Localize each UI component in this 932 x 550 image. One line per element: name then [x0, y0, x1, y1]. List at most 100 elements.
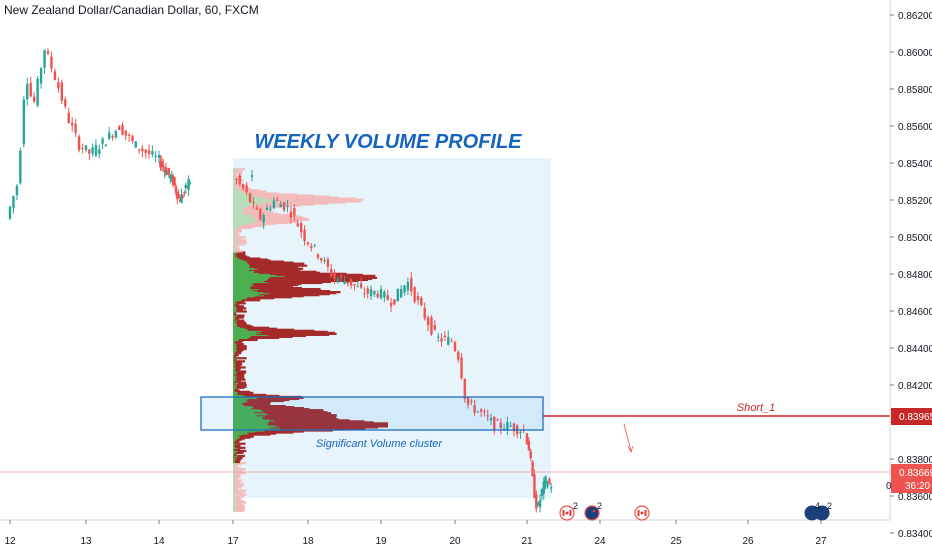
candle-body: [248, 193, 252, 203]
candle-body: [64, 99, 67, 107]
candle-body: [282, 202, 286, 211]
candle-body: [176, 191, 179, 200]
canada-flag-event-icon-2[interactable]: [634, 505, 650, 521]
down-arrow-icon: [623, 423, 634, 454]
volume-profile-bar-down: [235, 341, 242, 345]
candle-body: [19, 150, 22, 184]
volume-profile-bar-down: [236, 385, 247, 388]
candle-body: [529, 451, 532, 459]
volume-profile-bar-down: [234, 389, 240, 392]
candle-body: [473, 405, 476, 413]
countdown-prefix: 0: [886, 481, 892, 492]
candle-body: [50, 56, 53, 69]
candle-body: [403, 285, 406, 293]
candle-body: [463, 378, 467, 399]
time-axis[interactable]: 12 13 14 17 18 19 20 21 24 25 26 27: [4, 520, 827, 547]
candle-body: [131, 136, 134, 142]
price-tick-label: 0.85200: [898, 196, 932, 207]
volume-profile-bar-down: [235, 486, 242, 489]
candle-body: [540, 489, 544, 496]
candle-body: [250, 175, 254, 177]
volume-profile-bar-down: [236, 495, 244, 498]
candle-body: [32, 96, 36, 102]
canada-flag-event-icon[interactable]: 2: [559, 501, 578, 521]
candle-body: [183, 191, 186, 193]
candle-body: [536, 502, 540, 506]
candle-body: [36, 78, 39, 106]
candle-body: [433, 325, 437, 330]
candle-body: [124, 130, 128, 136]
newzealand-flag-event-icon[interactable]: 2: [584, 501, 602, 521]
volume-profile-bar-down: [236, 456, 243, 460]
candle-body: [413, 287, 416, 302]
candle-body: [493, 416, 496, 431]
cluster-label: Significant Volume cluster: [316, 438, 443, 450]
candle-body: [265, 207, 269, 210]
candle-body: [60, 82, 64, 101]
candle-body: [180, 194, 183, 203]
volume-profile-bar-down: [235, 467, 242, 470]
volume-profile-bar-down: [235, 239, 247, 242]
volume-profile-bar-down: [236, 171, 243, 175]
candle-body: [98, 149, 101, 154]
candle-body: [279, 203, 282, 208]
order-price-tag: 0.83965: [891, 408, 932, 425]
candle-body: [386, 295, 389, 300]
candle-body: [393, 299, 396, 305]
candle-body: [330, 269, 333, 277]
candle-body: [466, 397, 470, 405]
volume-profile-bar-down: [235, 352, 242, 355]
candle-body: [53, 71, 57, 80]
volume-profile-bar-down: [243, 393, 267, 397]
order-price-label: 0.83965: [899, 412, 932, 423]
candle-body: [326, 259, 330, 267]
candle-body: [423, 307, 426, 319]
price-axis[interactable]: 0.86200 0.86000 0.85800 0.85600 0.85400 0.852…: [890, 11, 932, 540]
candle-body: [171, 175, 175, 186]
candle-body: [447, 336, 450, 345]
candle-body: [154, 156, 157, 158]
candle-body: [379, 289, 383, 299]
candle-body: [426, 317, 430, 326]
volume-profile-bar-down: [236, 503, 244, 506]
price-tick-label: 0.83800: [898, 455, 932, 466]
volume-profile-bar-down: [237, 243, 246, 246]
candle-body: [15, 185, 19, 196]
volume-profile-bar-down: [236, 454, 245, 458]
candle-body: [420, 297, 423, 306]
candle-body: [316, 254, 320, 258]
candle-body: [84, 145, 88, 151]
candle-body: [453, 342, 457, 351]
candle-body: [470, 400, 473, 402]
candle-body: [383, 291, 386, 298]
candle-body: [509, 425, 512, 427]
time-tick-label: 19: [375, 536, 387, 547]
candle-body: [137, 149, 141, 151]
newzealand-flag-event-icon-2[interactable]: 4 2: [804, 501, 832, 521]
candle-body: [184, 184, 187, 189]
candle-body: [173, 177, 176, 185]
candle-body: [506, 421, 509, 430]
candle-body: [430, 317, 433, 335]
time-tick-label: 27: [815, 536, 827, 547]
volume-profile-bar-down: [236, 468, 246, 471]
volume-cluster-box[interactable]: [200, 396, 544, 431]
price-tick-label: 0.85600: [898, 122, 932, 133]
candle-body: [178, 199, 182, 202]
time-tick-label: 17: [227, 536, 239, 547]
bar-countdown: 36:20: [905, 481, 930, 492]
candle-body: [188, 183, 192, 185]
candle-body: [8, 206, 12, 219]
candle-body: [533, 474, 536, 498]
candle-body: [531, 461, 534, 476]
time-tick-label: 18: [302, 536, 314, 547]
price-tick-label: 0.83400: [898, 529, 932, 540]
candle-body: [81, 147, 84, 149]
volume-profile-bar-down: [234, 448, 241, 451]
candle-body: [299, 222, 303, 233]
candle-body: [272, 200, 276, 208]
price-tick-label: 0.85400: [898, 159, 932, 170]
candle-body: [262, 215, 265, 223]
candlestick-series: [8, 48, 553, 513]
